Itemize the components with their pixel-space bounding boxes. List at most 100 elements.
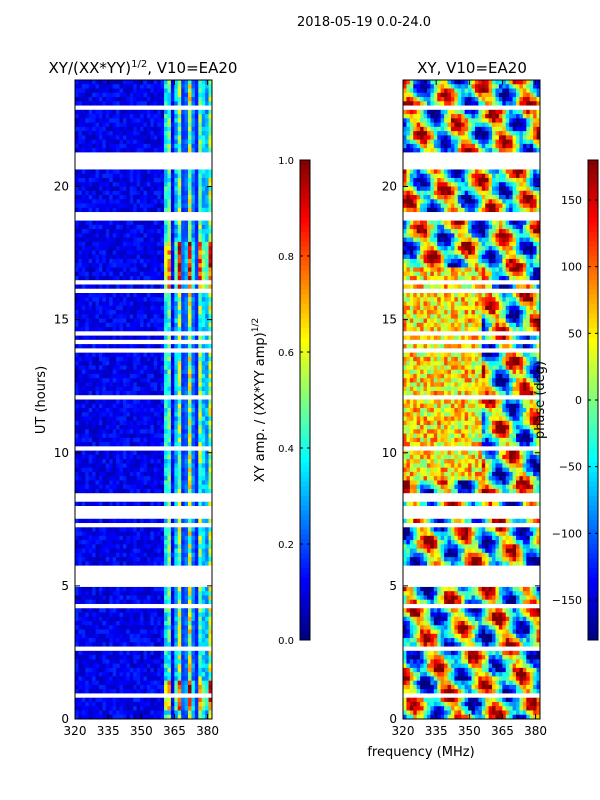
heatmap-cell <box>95 403 100 409</box>
heatmap-cell <box>88 101 93 106</box>
heatmap-cell <box>184 288 189 294</box>
heatmap-cell <box>116 361 120 366</box>
heatmap-cell <box>116 263 120 268</box>
heatmap-cell <box>81 518 86 524</box>
heatmap-cell <box>85 552 90 558</box>
heatmap-cell <box>92 250 96 256</box>
heatmap-cell <box>191 165 196 170</box>
heatmap-cell <box>126 254 131 260</box>
heatmap-cell <box>170 88 175 94</box>
heatmap-cell <box>119 152 124 158</box>
heatmap-cell <box>201 109 206 115</box>
heatmap-cell <box>143 578 148 584</box>
heatmap-cell <box>116 169 120 175</box>
heatmap-cell <box>194 314 199 319</box>
heatmap-cell <box>205 561 209 567</box>
heatmap-cell <box>181 437 185 443</box>
heatmap-cell <box>160 378 165 383</box>
heatmap-cell <box>191 250 196 256</box>
heatmap-cell <box>201 603 206 609</box>
heatmap-cell <box>105 463 110 469</box>
heatmap-cell <box>102 267 107 273</box>
heatmap-cell <box>98 301 103 307</box>
heatmap-cell <box>92 603 96 609</box>
heatmap-cell <box>157 250 162 256</box>
heatmap-cell <box>129 574 134 579</box>
heatmap-cell <box>88 165 93 170</box>
heatmap-cell <box>164 476 168 481</box>
heatmap-cell <box>150 510 155 515</box>
heatmap-cell <box>181 318 185 324</box>
heatmap-cell <box>102 574 107 579</box>
heatmap-cell <box>126 425 131 430</box>
heatmap-cell <box>174 331 179 336</box>
heatmap-cell <box>122 463 127 469</box>
heatmap-cell <box>136 493 141 498</box>
heatmap-cell <box>146 373 151 379</box>
heatmap-cell <box>122 165 127 170</box>
heatmap-cell <box>191 339 196 345</box>
heatmap-cell <box>129 429 134 434</box>
heatmap-cell <box>75 416 79 422</box>
heatmap-cell <box>170 403 175 409</box>
heatmap-cell <box>191 446 196 452</box>
heatmap-cell <box>157 459 162 464</box>
heatmap-cell <box>133 369 138 375</box>
heatmap-cell <box>205 454 209 460</box>
heatmap-cell <box>112 369 117 375</box>
heatmap-cell <box>201 535 206 541</box>
heatmap-cell <box>174 156 179 162</box>
heatmap-cell <box>119 105 124 111</box>
heatmap-cell <box>95 523 100 528</box>
heatmap-cell <box>194 263 199 268</box>
heatmap-cell <box>184 233 189 239</box>
heatmap-cell <box>157 552 162 558</box>
heatmap-cell <box>160 442 165 447</box>
heatmap-cell <box>167 246 172 251</box>
heatmap-cell <box>78 395 83 400</box>
heatmap-cell <box>181 190 185 196</box>
heatmap-cell <box>105 578 110 584</box>
heatmap-cell <box>78 186 83 192</box>
heatmap-cell <box>85 148 90 153</box>
heatmap-cell <box>85 203 90 209</box>
heatmap-cell <box>102 548 107 554</box>
heatmap-cell <box>78 412 83 417</box>
heatmap-cell <box>184 165 189 170</box>
heatmap-cell <box>122 92 127 98</box>
heatmap-cell <box>174 608 179 613</box>
heatmap-cell <box>105 403 110 409</box>
heatmap-cell <box>133 523 138 528</box>
heatmap-cell <box>81 608 86 613</box>
heatmap-cell <box>129 446 134 452</box>
heatmap-cell <box>126 284 131 290</box>
heatmap-cell <box>129 467 134 473</box>
heatmap-cell <box>208 284 213 290</box>
heatmap-cell <box>167 540 172 545</box>
heatmap-cell <box>95 322 100 328</box>
heatmap-cell <box>164 348 168 354</box>
heatmap-cell <box>157 314 162 319</box>
heatmap-cell <box>164 480 168 486</box>
heatmap-cell <box>198 207 203 213</box>
heatmap-cell <box>153 569 158 575</box>
heatmap-cell <box>95 293 100 298</box>
heatmap-cell <box>181 297 185 302</box>
heatmap-cell <box>201 203 206 209</box>
heatmap-cell <box>105 437 110 443</box>
heatmap-cell <box>184 488 189 494</box>
heatmap-cell <box>208 382 213 388</box>
heatmap-cell <box>126 173 131 179</box>
heatmap-cell <box>129 263 134 268</box>
heatmap-cell <box>167 339 172 345</box>
heatmap-cell <box>136 506 141 511</box>
heatmap-cell <box>201 250 206 256</box>
heatmap-cell <box>150 603 155 609</box>
heatmap-cell <box>88 523 93 528</box>
heatmap-cell <box>181 258 185 264</box>
heatmap-cell <box>167 480 172 486</box>
heatmap-cell <box>164 433 168 439</box>
heatmap-cell <box>140 412 144 417</box>
heatmap-cell <box>160 160 165 166</box>
heatmap-cell <box>194 476 199 481</box>
